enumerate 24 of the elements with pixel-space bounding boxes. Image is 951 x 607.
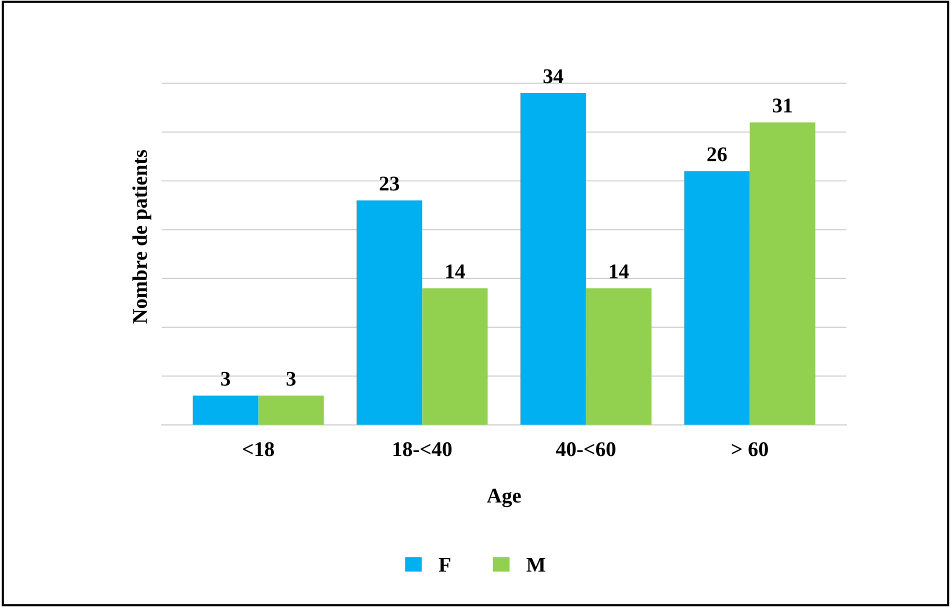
y-axis-title: Nombre de patients — [132, 150, 152, 324]
bar — [520, 93, 586, 425]
x-tick-label: 18-<40 — [394, 442, 452, 456]
bar — [258, 396, 324, 425]
data-label: 3 — [286, 372, 296, 386]
x-tick-label: > 60 — [732, 442, 768, 456]
bar — [356, 200, 422, 425]
bar — [422, 288, 488, 425]
bar — [586, 288, 652, 425]
x-tick-label: 40-<60 — [556, 442, 616, 456]
legend-label: F — [438, 558, 450, 572]
bar — [684, 171, 750, 425]
data-label: 23 — [380, 176, 400, 191]
x-axis-title: Age — [486, 488, 521, 508]
bar — [750, 122, 816, 425]
data-label: 3 — [221, 372, 230, 386]
data-label: 31 — [772, 98, 792, 113]
data-label: 14 — [446, 264, 465, 278]
data-label: 34 — [544, 69, 564, 84]
data-label: 26 — [707, 147, 727, 162]
x-tick-label: <18 — [243, 442, 274, 456]
legend-label: M — [526, 558, 546, 572]
bar — [192, 396, 258, 425]
data-label: 14 — [610, 264, 629, 278]
